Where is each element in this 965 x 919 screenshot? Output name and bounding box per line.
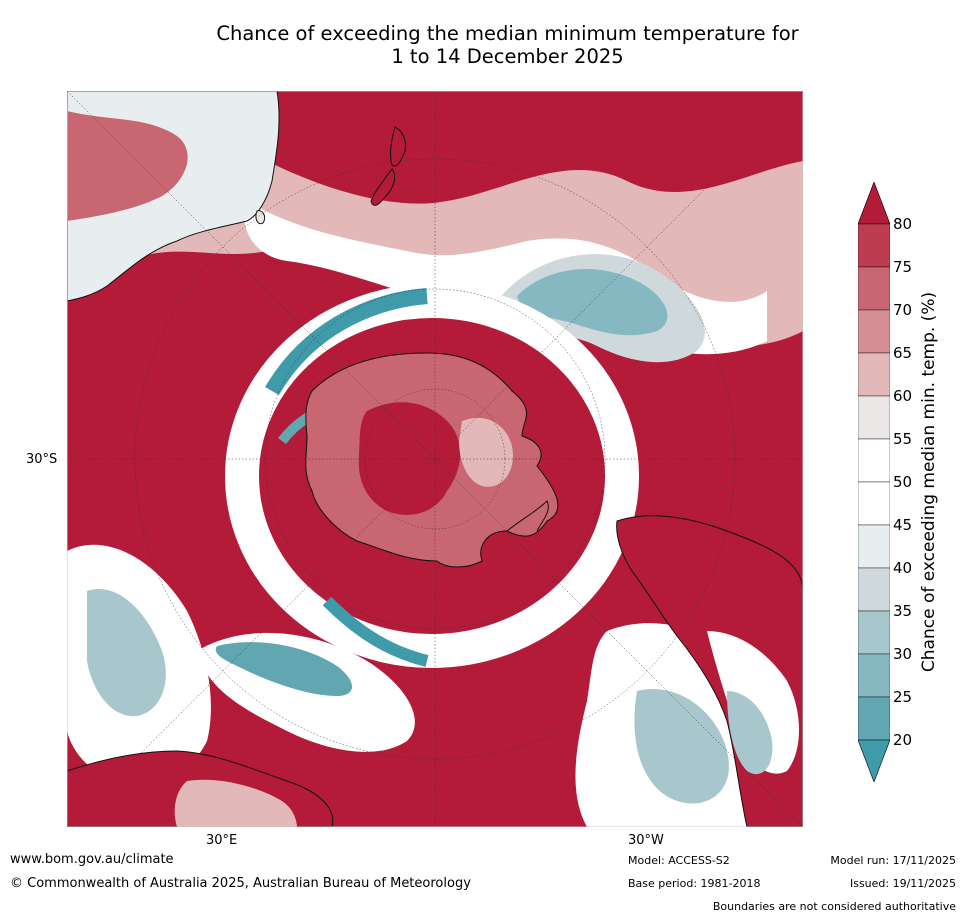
south-america-interior-teal	[727, 691, 773, 775]
circumpolar-ring-outer	[225, 284, 639, 668]
australia-interior-red	[67, 111, 188, 221]
colorbar-tick-80: 80	[893, 215, 913, 233]
new-zealand-north-island	[390, 126, 406, 167]
tasmania-island	[255, 210, 266, 225]
footer-model: Model: ACCESS-S2	[628, 854, 730, 867]
latitude-label-30s: 30°S	[26, 452, 58, 467]
antarctica-interior-light	[459, 417, 513, 487]
colorbar-band	[857, 395, 891, 440]
colorbar-tick-55: 55	[893, 430, 913, 448]
colorbar-band	[857, 309, 891, 354]
graticule	[67, 91, 803, 827]
probability-region-west-indian-teal	[87, 589, 166, 717]
colorbar-extend-bottom	[857, 739, 891, 783]
footer-copyright: © Commonwealth of Australia 2025, Austra…	[10, 876, 471, 891]
colorbar-tick-30: 30	[893, 645, 913, 663]
south-america-interior-light	[707, 631, 799, 774]
colorbar-band	[857, 696, 891, 741]
colorbar	[857, 181, 891, 783]
colorbar-tick-45: 45	[893, 516, 913, 534]
map-title-line-1: Chance of exceeding the median minimum t…	[216, 22, 799, 45]
colorbar-band	[857, 653, 891, 698]
colorbar-tick-25: 25	[893, 688, 913, 706]
longitude-label-30w: 30°W	[628, 833, 664, 848]
map-title-line-2: 1 to 14 December 2025	[391, 45, 624, 68]
map-title: Chance of exceeding the median minimum t…	[150, 22, 865, 68]
footer-issued: Issued: 19/11/2025	[849, 877, 956, 890]
colorbar-band	[857, 438, 891, 483]
footer-url: www.bom.gov.au/climate	[10, 852, 174, 867]
colorbar-band	[857, 223, 891, 268]
colorbar-band	[857, 481, 891, 526]
colorbar-tick-50: 50	[893, 473, 913, 491]
colorbar-tick-60: 60	[893, 387, 913, 405]
probability-region-southern-ocean-teal	[215, 642, 352, 696]
probability-region-south-east-teal	[634, 689, 729, 804]
colorbar-band	[857, 352, 891, 397]
footer-model-run: Model run: 17/11/2025	[830, 854, 956, 867]
new-zealand-south-island	[370, 168, 396, 206]
colorbar-tick-20: 20	[893, 731, 913, 749]
colorbar-tick-65: 65	[893, 344, 913, 362]
colorbar-tick-70: 70	[893, 301, 913, 319]
colorbar-band	[857, 266, 891, 311]
colorbar-label: Chance of exceeding median min. temp. (%…	[919, 291, 939, 673]
circumpolar-ring-teal-arc	[265, 288, 428, 396]
footer-base-period: Base period: 1981-2018	[628, 877, 761, 890]
colorbar-band	[857, 610, 891, 655]
footer-boundaries-note: Boundaries are not considered authoritat…	[712, 900, 956, 913]
probability-map	[67, 91, 803, 827]
antarctic-peninsula	[506, 500, 549, 532]
colorbar-tick-75: 75	[893, 258, 913, 276]
circumpolar-ring-teal-arc-3	[322, 596, 429, 667]
colorbar-tick-40: 40	[893, 559, 913, 577]
colorbar-band	[857, 524, 891, 569]
colorbar-tick-35: 35	[893, 602, 913, 620]
africa-interior-light	[174, 779, 297, 827]
longitude-label-30e: 30°E	[206, 833, 238, 848]
colorbar-extend-top	[857, 181, 891, 225]
colorbar-band	[857, 567, 891, 612]
